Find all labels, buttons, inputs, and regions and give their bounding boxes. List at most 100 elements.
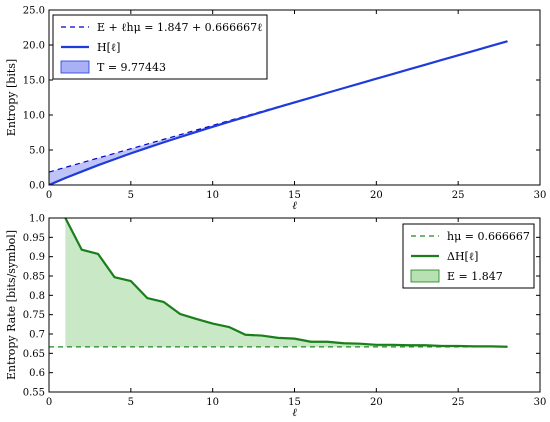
- data-point: [146, 297, 148, 299]
- x-tick-label: 15: [288, 190, 301, 201]
- data-point: [244, 116, 246, 118]
- shaded-area: [65, 218, 508, 347]
- data-point: [359, 343, 361, 345]
- legend: hμ = 0.666667 ΔH[ℓ] E = 1.847: [402, 223, 535, 289]
- data-point: [146, 147, 148, 149]
- data-point: [326, 92, 328, 94]
- data-point: [81, 249, 83, 251]
- data-point: [293, 338, 296, 340]
- data-point: [473, 345, 476, 347]
- data-point: [293, 101, 296, 103]
- data-point: [392, 344, 394, 346]
- x-tick-label: 0: [46, 190, 52, 201]
- y-tick-label: 1.0: [29, 214, 45, 225]
- data-point: [212, 322, 214, 325]
- data-point: [457, 345, 459, 347]
- data-point: [473, 50, 476, 52]
- data-point: [375, 78, 377, 80]
- y-tick-label: 0.55: [23, 388, 45, 399]
- data-point: [277, 106, 279, 108]
- data-point: [261, 111, 263, 113]
- data-point: [326, 341, 328, 343]
- legend-label: E = 1.847: [447, 270, 503, 283]
- series-line: [64, 218, 508, 348]
- x-tick-label: 30: [534, 190, 547, 201]
- data-point: [179, 136, 181, 138]
- legend-handle-fill: [60, 60, 90, 74]
- y-tick-label: 0.65: [23, 349, 45, 360]
- data-point: [375, 344, 377, 346]
- data-point: [195, 131, 197, 133]
- legend-label: E + ℓhμ = 1.847 + 0.666667ℓ: [97, 21, 262, 34]
- data-point: [97, 253, 99, 255]
- data-point: [130, 280, 132, 282]
- data-point: [212, 126, 214, 128]
- legend-label: hμ = 0.666667: [447, 230, 530, 243]
- y-tick-label: 20.0: [23, 41, 45, 52]
- data-point: [97, 164, 99, 166]
- data-point: [195, 318, 197, 320]
- x-tick-label: 5: [128, 397, 134, 408]
- data-point: [228, 121, 230, 123]
- legend-label: H[ℓ]: [97, 41, 120, 54]
- y-tick-label: 0.6: [29, 368, 45, 379]
- y-tick-label: 10.0: [23, 111, 45, 122]
- data-point: [457, 54, 459, 56]
- data-point: [81, 170, 83, 173]
- data-point: [179, 313, 181, 315]
- y-tick-label: 0.0: [29, 181, 45, 192]
- x-axis-label: ℓ: [292, 406, 297, 419]
- data-point: [408, 68, 410, 70]
- y-tick-label: 0.9: [29, 252, 45, 263]
- plot-area: [49, 40, 508, 185]
- data-point: [424, 344, 427, 346]
- data-point: [392, 73, 394, 75]
- x-axis-label: ℓ: [292, 199, 297, 212]
- data-point: [261, 334, 263, 337]
- x-tick-label: 20: [370, 190, 383, 201]
- x-tick-label: 20: [370, 397, 383, 408]
- entropy-panel: 0 5 10 15 20 25 30 0.0 5.0 10.0 15.0 20.0 25.0 ℓ Entro…: [5, 6, 546, 213]
- data-point: [113, 158, 116, 160]
- x-tick-label: 0: [46, 397, 52, 408]
- legend-label: T = 9.77443: [97, 61, 166, 74]
- y-axis-label: Entropy [bits]: [5, 59, 18, 136]
- data-point: [228, 326, 230, 328]
- data-point: [490, 45, 492, 47]
- x-tick-label: 10: [206, 397, 219, 408]
- data-point: [113, 276, 116, 278]
- y-tick-label: 25.0: [23, 6, 45, 17]
- y-tick-label: 5.0: [29, 146, 45, 157]
- y-tick-label: 0.75: [23, 310, 45, 321]
- data-point: [359, 82, 361, 85]
- data-point: [343, 342, 345, 344]
- y-tick-label: 0.8: [29, 291, 45, 302]
- x-tick-label: 25: [452, 397, 465, 408]
- x-tick-label: 30: [534, 397, 547, 408]
- y-tick-label: 0.95: [23, 233, 45, 244]
- data-point: [277, 337, 279, 339]
- x-tick-label: 25: [452, 190, 465, 201]
- data-point: [408, 344, 410, 346]
- data-point: [441, 345, 443, 347]
- legend-handle-fill: [410, 269, 440, 283]
- data-point: [310, 97, 312, 99]
- plot-area: [49, 218, 508, 348]
- x-tick-label: 10: [206, 190, 219, 201]
- x-tick-label: 15: [288, 397, 301, 408]
- data-point: [506, 346, 508, 348]
- y-tick-label: 15.0: [23, 76, 45, 87]
- data-point: [64, 177, 66, 179]
- data-point: [343, 87, 345, 89]
- data-point: [244, 334, 246, 336]
- y-tick-label: 0.85: [23, 272, 45, 283]
- data-point: [490, 345, 492, 347]
- data-point: [310, 341, 312, 343]
- y-tick-label: 0.7: [29, 330, 45, 341]
- x-tick-label: 5: [128, 190, 134, 201]
- data-point: [441, 59, 443, 61]
- data-point: [506, 40, 508, 42]
- data-point: [424, 64, 427, 66]
- legend: E + ℓhμ = 1.847 + 0.666667ℓ H[ℓ] T = 9.774…: [52, 14, 268, 80]
